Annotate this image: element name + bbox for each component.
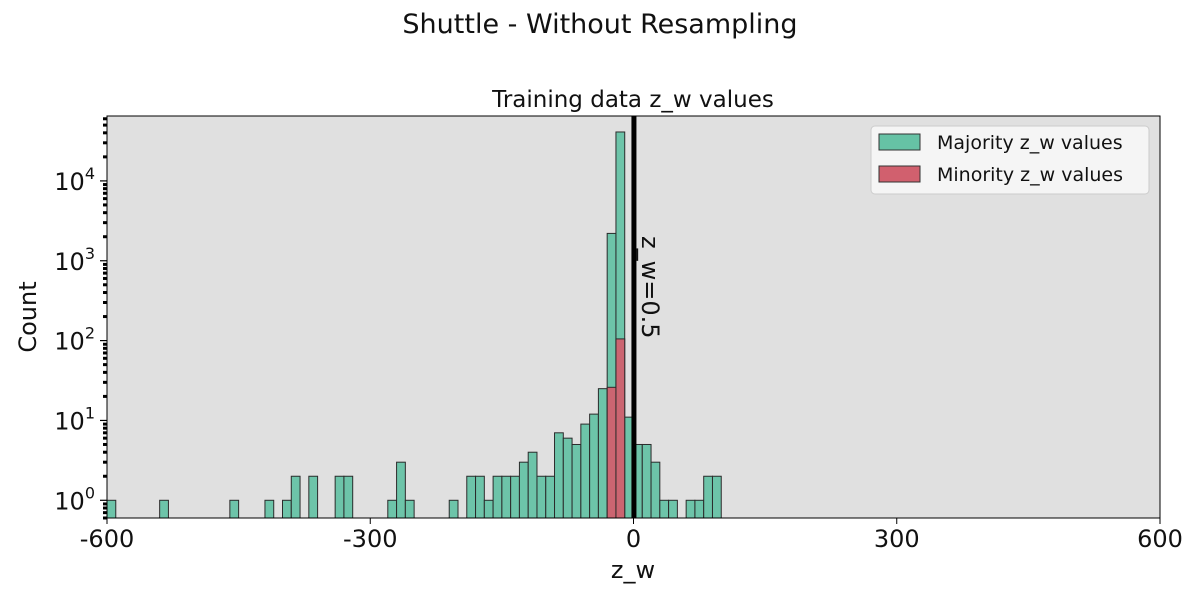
x-tick-label: -300 — [343, 525, 397, 553]
legend-label-majority: Majority z_w values — [937, 132, 1123, 154]
majority-bar — [483, 499, 494, 519]
majority-bar — [290, 475, 301, 519]
majority-bar — [387, 499, 398, 519]
majority-bar — [492, 475, 503, 519]
majority-bar — [711, 475, 722, 519]
minority-bar — [606, 386, 617, 519]
y-tick-label: 104 — [54, 164, 95, 196]
majority-bar — [562, 437, 573, 519]
majority-bar — [396, 461, 406, 519]
majority-bar — [404, 499, 415, 519]
majority-bar — [343, 475, 354, 519]
x-tick-label: -600 — [80, 525, 134, 553]
y-tick-label: 100 — [54, 483, 95, 515]
majority-bar — [659, 499, 670, 519]
x-tick-label: 0 — [626, 525, 641, 553]
majority-bar — [650, 461, 661, 519]
majority-bar — [229, 499, 240, 519]
majority-bar — [641, 443, 652, 519]
majority-bar — [106, 499, 117, 519]
legend-swatch-majority — [878, 133, 921, 151]
minority-bar — [615, 338, 626, 519]
x-tick-label: 300 — [874, 525, 920, 553]
majority-bar — [282, 499, 292, 519]
majority-bar — [159, 499, 169, 519]
y-tick-label: 102 — [54, 324, 95, 356]
majority-bar — [668, 499, 678, 519]
legend: Majority z_w values Minority z_w values — [870, 125, 1150, 195]
majority-bar — [703, 475, 713, 519]
threshold-label: z_w=0.5 — [636, 236, 664, 339]
majority-bar — [536, 475, 547, 519]
majority-bar — [334, 475, 345, 519]
y-tick-label: 103 — [54, 244, 95, 276]
majority-bar — [518, 461, 529, 519]
majority-bar — [527, 451, 538, 519]
y-tick-label: 101 — [54, 403, 95, 435]
legend-label-minority: Minority z_w values — [937, 164, 1123, 186]
majority-bar — [685, 499, 696, 519]
majority-bar — [501, 475, 512, 519]
legend-swatch-minority — [878, 165, 921, 183]
chart-suptitle: Shuttle - Without Resampling — [402, 9, 797, 40]
majority-bar — [510, 475, 520, 519]
majority-bar — [597, 388, 608, 519]
majority-bar — [694, 499, 705, 519]
y-axis-label: Count — [14, 281, 42, 352]
majority-bar — [571, 443, 582, 519]
legend-box — [870, 125, 1150, 195]
majority-bar — [580, 423, 591, 519]
y-axis: 100 101 102 103 104 — [54, 117, 107, 520]
majority-bar — [264, 499, 275, 519]
x-axis-label: z_w — [611, 556, 655, 584]
majority-bar — [308, 475, 319, 519]
x-tick-label: 600 — [1137, 525, 1183, 553]
x-axis: -600 -300 0 300 600 — [80, 518, 1183, 553]
chart-title: Training data z_w values — [491, 87, 774, 113]
majority-bar — [589, 413, 599, 519]
majority-bar — [448, 499, 459, 519]
majority-bar — [466, 475, 477, 519]
majority-bar — [554, 432, 564, 519]
majority-bar — [475, 475, 485, 519]
majority-bar — [545, 475, 556, 519]
